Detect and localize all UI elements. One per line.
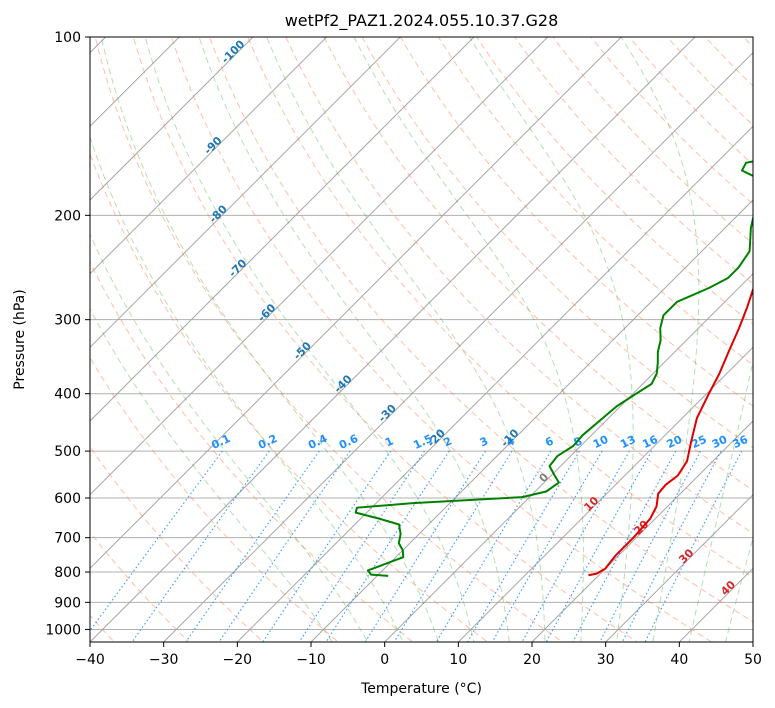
dry-adiabat-line <box>323 37 753 491</box>
dry-adiabat-line <box>94 37 564 642</box>
x-tick-label: −40 <box>75 652 105 668</box>
y-tick-label: 800 <box>54 565 81 581</box>
y-tick-label: 200 <box>54 208 81 224</box>
y-tick-label: 600 <box>54 491 81 507</box>
mixing-ratio-line <box>262 450 392 642</box>
plot-frame <box>89 36 754 643</box>
mixing-ratio-line <box>435 450 552 642</box>
moist-adiabat-line <box>620 37 700 642</box>
moist-adiabat-line <box>468 37 634 642</box>
dry-adiabat-line <box>437 37 753 366</box>
mixing-ratio-line <box>466 450 580 642</box>
mixing-ratio-line <box>599 450 702 642</box>
isotherm-line <box>531 420 753 642</box>
dry-adiabat-line <box>90 531 190 642</box>
x-tick-label: 50 <box>744 652 762 668</box>
isotherm-line <box>90 37 696 642</box>
x-tick-label: −30 <box>149 652 179 668</box>
mixing-ratio-line <box>218 450 351 642</box>
mixing-ratio-label: 25 <box>689 433 708 451</box>
dewpoint-line <box>354 160 753 577</box>
dry-adiabat-line <box>628 37 753 166</box>
moist-adiabat-line <box>90 135 404 642</box>
isotherm-line <box>457 346 753 642</box>
y-tick-label: 400 <box>54 387 81 403</box>
x-tick-label: 10 <box>449 652 467 668</box>
moist-adiabat-line <box>198 37 510 642</box>
x-tick-label: −20 <box>223 652 253 668</box>
x-tick-label: 0 <box>380 652 389 668</box>
chart-title: wetPf2_PAZ1.2024.055.10.37.G28 <box>285 11 559 31</box>
dry-adiabat-line <box>90 446 265 642</box>
moist-adiabat-line <box>90 233 369 642</box>
moist-adiabat-line <box>725 536 753 642</box>
dry-adiabat-line <box>285 37 753 535</box>
moist-adiabat-line <box>100 37 439 642</box>
x-tick-label: 30 <box>597 652 615 668</box>
dry-adiabat-line <box>590 37 753 205</box>
axis-ticks: −40 −30 −20 −10 0 10 20 30 40 50 100 200 300 400 500 60… <box>45 30 762 668</box>
mixing-ratio-line <box>298 450 425 642</box>
mixing-ratio-label: 10 <box>591 433 611 451</box>
y-tick-label: 500 <box>54 444 81 460</box>
x-tick-label: −10 <box>296 652 326 668</box>
isotherm-line <box>383 272 753 642</box>
isotherm-line <box>90 37 549 496</box>
dry-adiabat-line <box>247 37 753 578</box>
mixing-ratio-line <box>621 450 722 642</box>
dry-adiabat-line <box>475 37 753 325</box>
mixing-ratio-line <box>185 450 320 642</box>
moist-adiabat-line <box>90 308 333 642</box>
y-tick-label: 300 <box>54 313 81 329</box>
x-axis-label: Temperature (°C) <box>360 681 482 697</box>
dry-adiabat-line <box>132 37 638 642</box>
mixing-ratio-label: 16 <box>640 433 660 451</box>
plot-area <box>90 37 753 642</box>
sounding-series <box>354 160 753 577</box>
isotherm-line <box>90 37 402 349</box>
moist-adiabat-line <box>144 37 475 642</box>
isotherm-line <box>90 37 475 422</box>
mixing-ratio-label: 30 <box>710 433 730 451</box>
mixing-ratio-label: 13 <box>618 433 637 451</box>
mixing-ratio-line <box>644 450 743 642</box>
isotherm-line <box>162 51 753 642</box>
isotherm-line <box>604 493 753 642</box>
y-tick-label: 1000 <box>45 622 81 638</box>
moist-adiabat-line <box>688 358 753 642</box>
temperature-line <box>588 286 753 577</box>
isotherm-line <box>236 125 753 642</box>
isotherm-line <box>90 37 328 275</box>
y-tick-label: 700 <box>54 531 81 547</box>
dry-adiabat-line <box>361 37 753 449</box>
dry-adiabat-line <box>399 37 753 407</box>
isotherm-line <box>310 199 753 642</box>
mixing-ratio-line <box>131 450 270 642</box>
dry-adiabat-line <box>514 37 753 285</box>
isotherm-line <box>90 37 623 570</box>
mixing-ratio-label: 36 <box>731 433 751 451</box>
y-tick-label: 100 <box>54 30 81 46</box>
isotherm-line <box>90 37 254 201</box>
x-tick-label: 20 <box>523 652 541 668</box>
dry-adiabat-line <box>209 37 753 623</box>
mixing-ratio-line <box>521 450 630 642</box>
dry-adiabat-line <box>170 37 713 642</box>
dry-adiabat-line <box>90 260 414 642</box>
y-tick-label: 900 <box>54 595 81 611</box>
x-tick-label: 40 <box>670 652 688 668</box>
y-axis-label: Pressure (hPa) <box>12 289 28 389</box>
moist-adiabat-line <box>353 37 584 642</box>
mixing-ratio-line <box>325 450 450 642</box>
isotherm-line <box>90 37 181 128</box>
mixing-ratio-label: 20 <box>665 433 685 451</box>
